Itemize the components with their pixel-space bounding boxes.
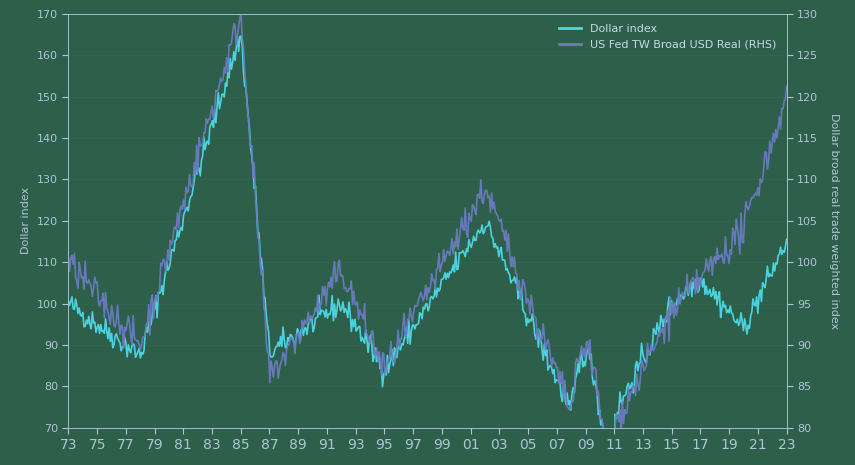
Y-axis label: Dollar index: Dollar index (21, 187, 32, 254)
Dollar index (544, 364, 554, 369)
US Fed TW Broad USD Real (RHS) (63, 253, 74, 259)
Dollar index (191, 165, 201, 170)
US Fed TW Broad USD Real (RHS) (389, 360, 399, 366)
Legend: Dollar index, US Fed TW Broad USD Real (RHS): Dollar index, US Fed TW Broad USD Real (… (555, 20, 781, 54)
Dollar index (781, 236, 792, 242)
US Fed TW Broad USD Real (RHS) (487, 206, 498, 212)
Dollar index (389, 345, 399, 351)
Line: US Fed TW Broad USD Real (RHS): US Fed TW Broad USD Real (RHS) (68, 13, 787, 465)
US Fed TW Broad USD Real (RHS) (249, 160, 259, 166)
Dollar index (63, 298, 74, 303)
Line: Dollar index: Dollar index (68, 36, 787, 465)
US Fed TW Broad USD Real (RHS) (236, 11, 246, 16)
US Fed TW Broad USD Real (RHS) (191, 171, 201, 177)
Dollar index (236, 33, 246, 39)
Dollar index (487, 236, 498, 241)
Dollar index (249, 186, 259, 192)
US Fed TW Broad USD Real (RHS) (781, 83, 792, 89)
US Fed TW Broad USD Real (RHS) (544, 344, 554, 350)
Y-axis label: Dollar broad real trade weighted index: Dollar broad real trade weighted index (829, 113, 839, 329)
